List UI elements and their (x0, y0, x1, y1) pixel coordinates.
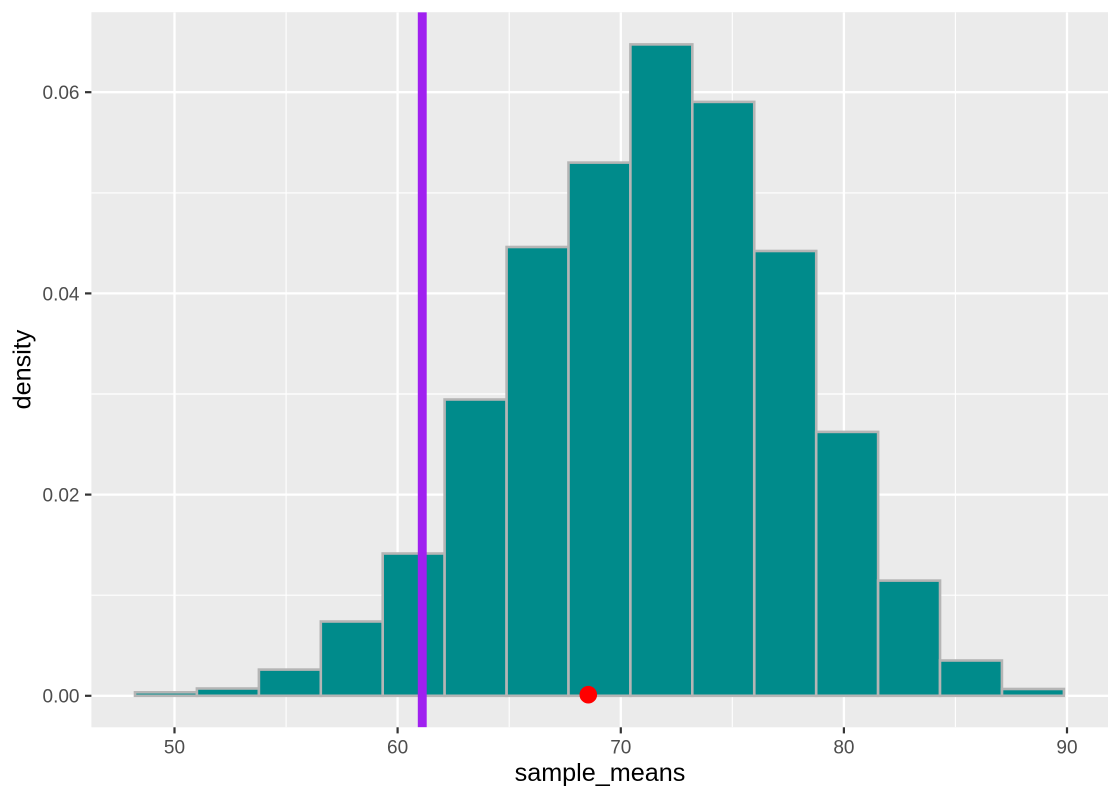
svg-text:0.04: 0.04 (43, 284, 80, 305)
svg-text:sample_means: sample_means (515, 759, 686, 787)
svg-text:0.06: 0.06 (43, 83, 80, 104)
svg-text:60: 60 (387, 738, 408, 759)
svg-text:0.00: 0.00 (43, 687, 80, 708)
svg-text:density: density (9, 329, 37, 409)
svg-text:70: 70 (610, 738, 631, 759)
svg-text:90: 90 (1056, 738, 1077, 759)
svg-text:0.02: 0.02 (43, 486, 80, 507)
svg-text:50: 50 (164, 738, 185, 759)
svg-text:80: 80 (833, 738, 854, 759)
